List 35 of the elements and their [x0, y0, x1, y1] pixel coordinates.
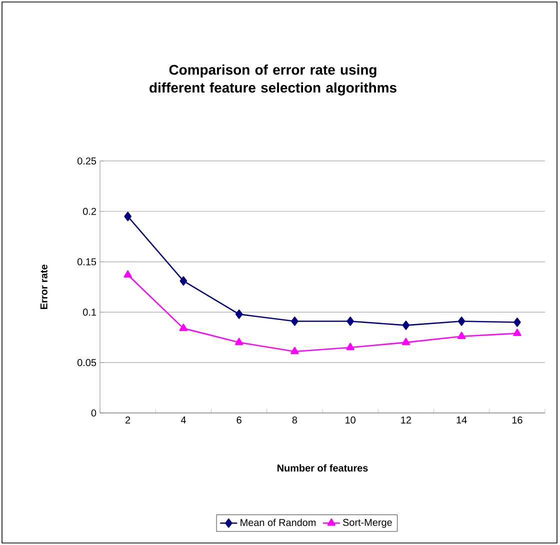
- point: [291, 316, 298, 326]
- point: [290, 346, 299, 354]
- x-tick-label: 10: [346, 416, 356, 424]
- point: [458, 316, 466, 326]
- point: [513, 328, 522, 336]
- point: [457, 332, 466, 340]
- x-tick-label: 4: [180, 416, 186, 424]
- point: [124, 212, 132, 222]
- chart-title: Comparison of error rate using different feature selection algorithms: [150, 64, 396, 96]
- y-tick-label: 0.05: [77, 359, 96, 366]
- point: [234, 338, 244, 346]
- point: [402, 320, 410, 330]
- y-tick-label: 0.1: [83, 308, 96, 316]
- point: [124, 270, 132, 278]
- x-axis-title: Number of features: [278, 464, 368, 472]
- x-tick-label: 14: [456, 416, 467, 424]
- y-tick-label: 0.15: [77, 258, 96, 266]
- x-tick-label: 16: [512, 416, 522, 424]
- point: [346, 316, 354, 326]
- x-tick-label: 12: [401, 416, 411, 424]
- y-tick-label: 0: [91, 409, 96, 417]
- legend-label: Mean of Random: [240, 518, 316, 526]
- y-tick-label: 0.25: [77, 157, 96, 165]
- point: [179, 324, 188, 331]
- point: [180, 276, 188, 286]
- x-tick-label: 2: [126, 416, 130, 424]
- y-tick-label: 0.2: [83, 208, 96, 215]
- y-axis-title: Error rate: [40, 264, 48, 310]
- point: [402, 338, 410, 346]
- legend-label: Sort-Merge: [342, 518, 392, 528]
- point: [235, 310, 243, 319]
- point: [514, 318, 521, 327]
- x-tick-label: 8: [292, 416, 298, 424]
- point: [346, 342, 354, 350]
- x-tick-label: 6: [236, 416, 242, 424]
